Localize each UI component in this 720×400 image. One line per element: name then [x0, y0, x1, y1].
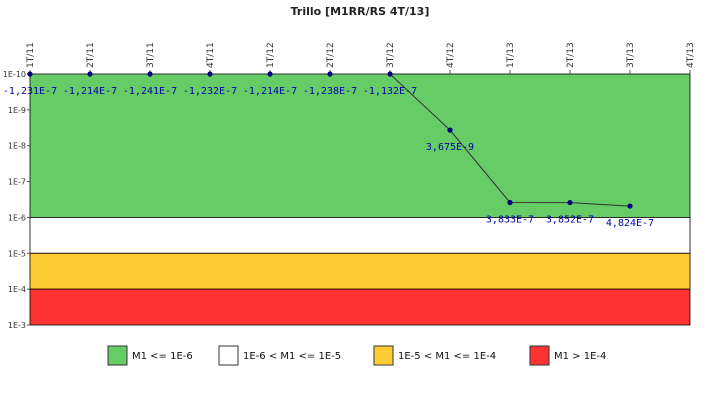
- data-label: -1,214E-7: [63, 86, 117, 97]
- data-point: [507, 199, 513, 206]
- data-point: [327, 71, 333, 77]
- data-label: 3,852E-7: [546, 215, 594, 226]
- y-tick-label: 1E-8: [8, 142, 26, 151]
- data-label: 4,824E-7: [606, 218, 654, 229]
- y-tick-label: 1E-3: [8, 321, 26, 330]
- data-point: [567, 199, 573, 206]
- x-tick-label: 4T/13: [686, 42, 696, 68]
- legend-label: 1E-6 < M1 <= 1E-5: [243, 351, 341, 362]
- x-tick-label: 1T/12: [266, 42, 276, 68]
- legend-label: M1 <= 1E-6: [132, 351, 193, 362]
- legend-label: 1E-5 < M1 <= 1E-4: [398, 351, 496, 362]
- y-tick-label: 1E-9: [8, 106, 26, 115]
- x-tick-label: 4T/11: [206, 42, 216, 68]
- data-point: [267, 71, 273, 77]
- band-1: [29, 217, 691, 254]
- chart-title: Trillo [M1RR/RS 4T/13]: [291, 5, 430, 18]
- x-tick-label: 4T/12: [446, 42, 456, 68]
- band-2: [29, 252, 691, 290]
- data-point: [627, 203, 633, 209]
- data-point: [387, 71, 393, 77]
- data-label: 3,833E-7: [486, 214, 534, 225]
- x-tick-label: 1T/13: [506, 42, 516, 68]
- y-tick-label: 1E-5: [8, 249, 26, 258]
- tick-layer: 1T/11 2T/11 3T/11 4T/11 1T/12 2T/12 3T/12 4T/12…: [3, 42, 696, 330]
- data-label: -1,231E-7: [3, 86, 57, 97]
- x-tick-label: 1T/11: [26, 42, 36, 68]
- data-label: -1,132E-7: [363, 86, 417, 97]
- x-tick-label: 3T/13: [626, 42, 636, 68]
- data-label: -1,241E-7: [123, 86, 177, 97]
- data-point: [207, 71, 213, 77]
- legend-swatch: [107, 345, 128, 366]
- y-tick-label: 1E-6: [8, 213, 26, 222]
- data-label: 3,675E-9: [426, 142, 474, 153]
- legend-label: M1 > 1E-4: [554, 351, 606, 362]
- x-tick-label: 3T/12: [386, 42, 396, 68]
- series-layer: -1,231E-7 -1,214E-7 -1,241E-7 -1,232E-7 -1,2…: [3, 71, 654, 229]
- legend-swatch: [529, 345, 550, 366]
- y-tick-label: 1E-10: [3, 70, 26, 79]
- band-layer: [29, 73, 691, 326]
- data-point: [27, 71, 33, 77]
- data-label: -1,214E-7: [243, 86, 297, 97]
- x-tick-label: 2T/11: [86, 42, 96, 68]
- band-3: [29, 288, 691, 326]
- data-point: [87, 71, 93, 77]
- legend-swatch: [218, 345, 239, 366]
- legend: M1 <= 1E-6 1E-6 < M1 <= 1E-5 1E-5 < M1 <= …: [107, 345, 606, 366]
- data-point: [147, 71, 153, 77]
- y-tick-label: 1E-4: [8, 285, 26, 294]
- x-tick-label: 2T/13: [566, 42, 576, 68]
- x-tick-label: 3T/11: [146, 42, 156, 68]
- data-label: -1,238E-7: [303, 86, 357, 97]
- legend-swatch: [373, 345, 394, 366]
- band-0: [29, 73, 691, 218]
- y-tick-label: 1E-7: [8, 178, 26, 187]
- data-label: -1,232E-7: [183, 86, 237, 97]
- x-tick-label: 2T/12: [326, 42, 336, 68]
- data-point: [447, 127, 453, 133]
